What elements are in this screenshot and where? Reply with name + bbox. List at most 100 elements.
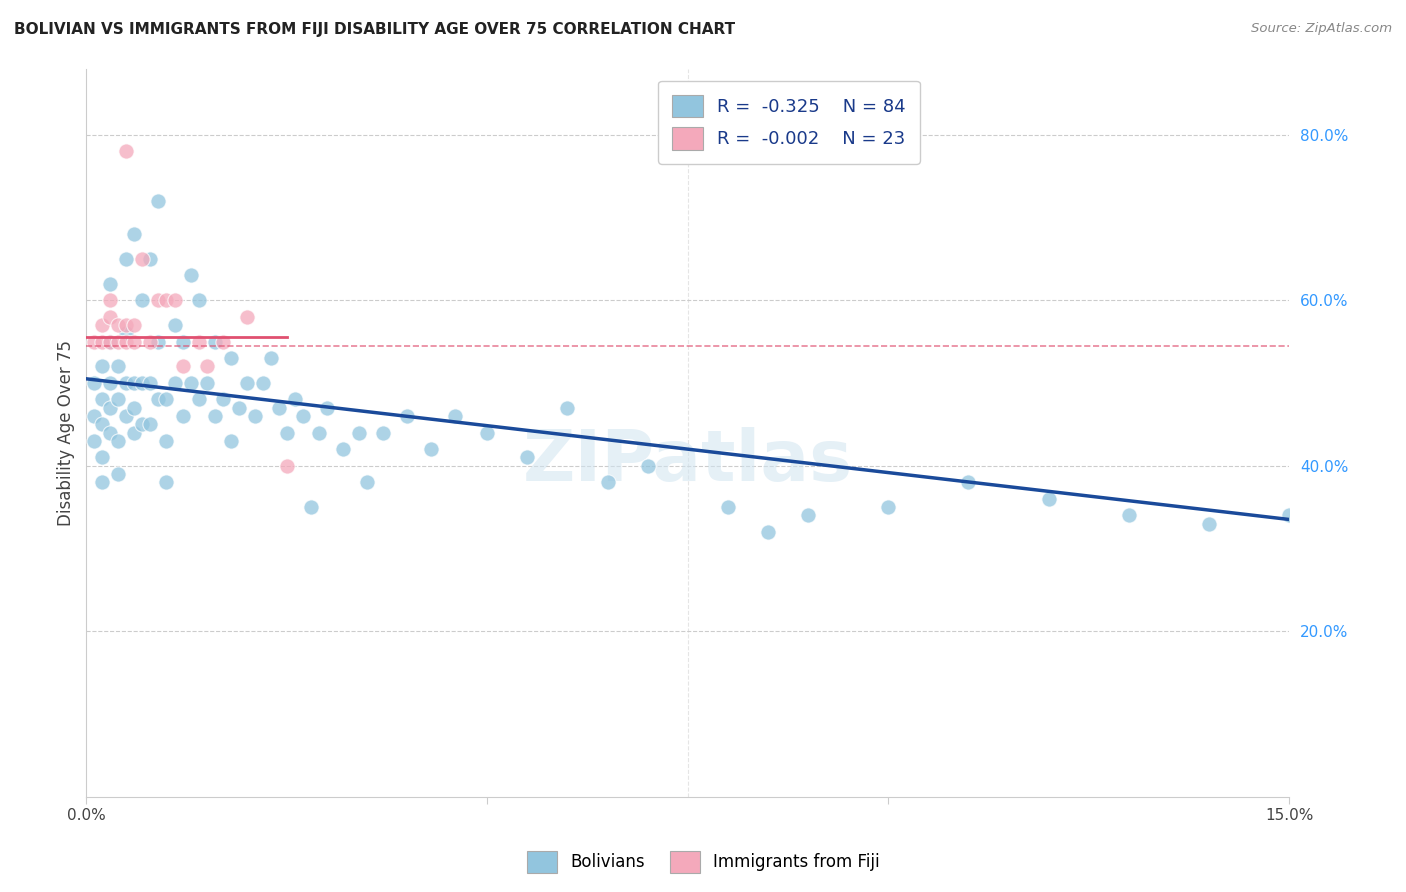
Point <box>115 252 138 266</box>
Point <box>124 401 146 415</box>
Point <box>219 434 242 448</box>
Point <box>91 475 114 490</box>
Point <box>107 359 129 374</box>
Point <box>131 376 153 390</box>
Point <box>98 334 121 349</box>
Point <box>148 334 170 349</box>
Point <box>717 500 740 514</box>
Point <box>420 442 443 457</box>
Point <box>83 434 105 448</box>
Point <box>195 359 218 374</box>
Point <box>91 318 114 332</box>
Point <box>163 293 186 308</box>
Point <box>308 425 330 440</box>
Point <box>172 359 194 374</box>
Point <box>172 334 194 349</box>
Point <box>163 318 186 332</box>
Point <box>115 145 138 159</box>
Point <box>243 409 266 423</box>
Point <box>260 351 283 365</box>
Point <box>557 401 579 415</box>
Point <box>187 392 209 407</box>
Point <box>124 318 146 332</box>
Point <box>98 401 121 415</box>
Point <box>163 376 186 390</box>
Point <box>155 475 177 490</box>
Point <box>107 434 129 448</box>
Point <box>91 450 114 465</box>
Point <box>211 392 233 407</box>
Point <box>957 475 980 490</box>
Point <box>299 500 322 514</box>
Point <box>252 376 274 390</box>
Point <box>371 425 394 440</box>
Point <box>98 310 121 324</box>
Point <box>396 409 419 423</box>
Point <box>756 524 779 539</box>
Point <box>155 392 177 407</box>
Point <box>637 458 659 473</box>
Point <box>115 334 138 349</box>
Point <box>83 409 105 423</box>
Text: BOLIVIAN VS IMMIGRANTS FROM FIJI DISABILITY AGE OVER 75 CORRELATION CHART: BOLIVIAN VS IMMIGRANTS FROM FIJI DISABIL… <box>14 22 735 37</box>
Point <box>444 409 467 423</box>
Point <box>347 425 370 440</box>
Point <box>124 376 146 390</box>
Point <box>139 376 162 390</box>
Point <box>115 318 138 332</box>
Point <box>797 508 820 523</box>
Point <box>98 425 121 440</box>
Point <box>1038 491 1060 506</box>
Point <box>235 376 257 390</box>
Point <box>291 409 314 423</box>
Point <box>131 417 153 432</box>
Point <box>148 194 170 208</box>
Point <box>877 500 900 514</box>
Point <box>124 227 146 241</box>
Point <box>204 334 226 349</box>
Legend: Bolivians, Immigrants from Fiji: Bolivians, Immigrants from Fiji <box>520 845 886 880</box>
Point <box>477 425 499 440</box>
Point <box>124 334 146 349</box>
Point <box>155 434 177 448</box>
Point <box>155 293 177 308</box>
Text: Source: ZipAtlas.com: Source: ZipAtlas.com <box>1251 22 1392 36</box>
Point <box>267 401 290 415</box>
Legend: R =  -0.325    N = 84, R =  -0.002    N = 23: R = -0.325 N = 84, R = -0.002 N = 23 <box>658 81 920 163</box>
Point <box>516 450 538 465</box>
Point <box>139 417 162 432</box>
Point <box>139 252 162 266</box>
Point <box>131 293 153 308</box>
Point <box>91 334 114 349</box>
Point <box>235 310 257 324</box>
Point <box>332 442 354 457</box>
Point <box>180 268 202 283</box>
Point <box>98 277 121 291</box>
Point <box>107 334 129 349</box>
Point <box>148 293 170 308</box>
Point <box>596 475 619 490</box>
Point <box>107 392 129 407</box>
Text: ZIPatlas: ZIPatlas <box>523 427 853 496</box>
Point <box>228 401 250 415</box>
Point <box>148 392 170 407</box>
Point <box>115 376 138 390</box>
Point <box>98 334 121 349</box>
Point <box>276 425 298 440</box>
Point <box>187 293 209 308</box>
Point <box>172 409 194 423</box>
Point <box>1278 508 1301 523</box>
Point <box>91 392 114 407</box>
Point <box>315 401 337 415</box>
Point <box>115 409 138 423</box>
Point <box>204 409 226 423</box>
Point <box>284 392 307 407</box>
Point <box>124 425 146 440</box>
Point <box>98 376 121 390</box>
Point <box>115 326 138 341</box>
Point <box>107 467 129 481</box>
Point <box>107 318 129 332</box>
Point <box>83 334 105 349</box>
Point <box>219 351 242 365</box>
Point <box>139 334 162 349</box>
